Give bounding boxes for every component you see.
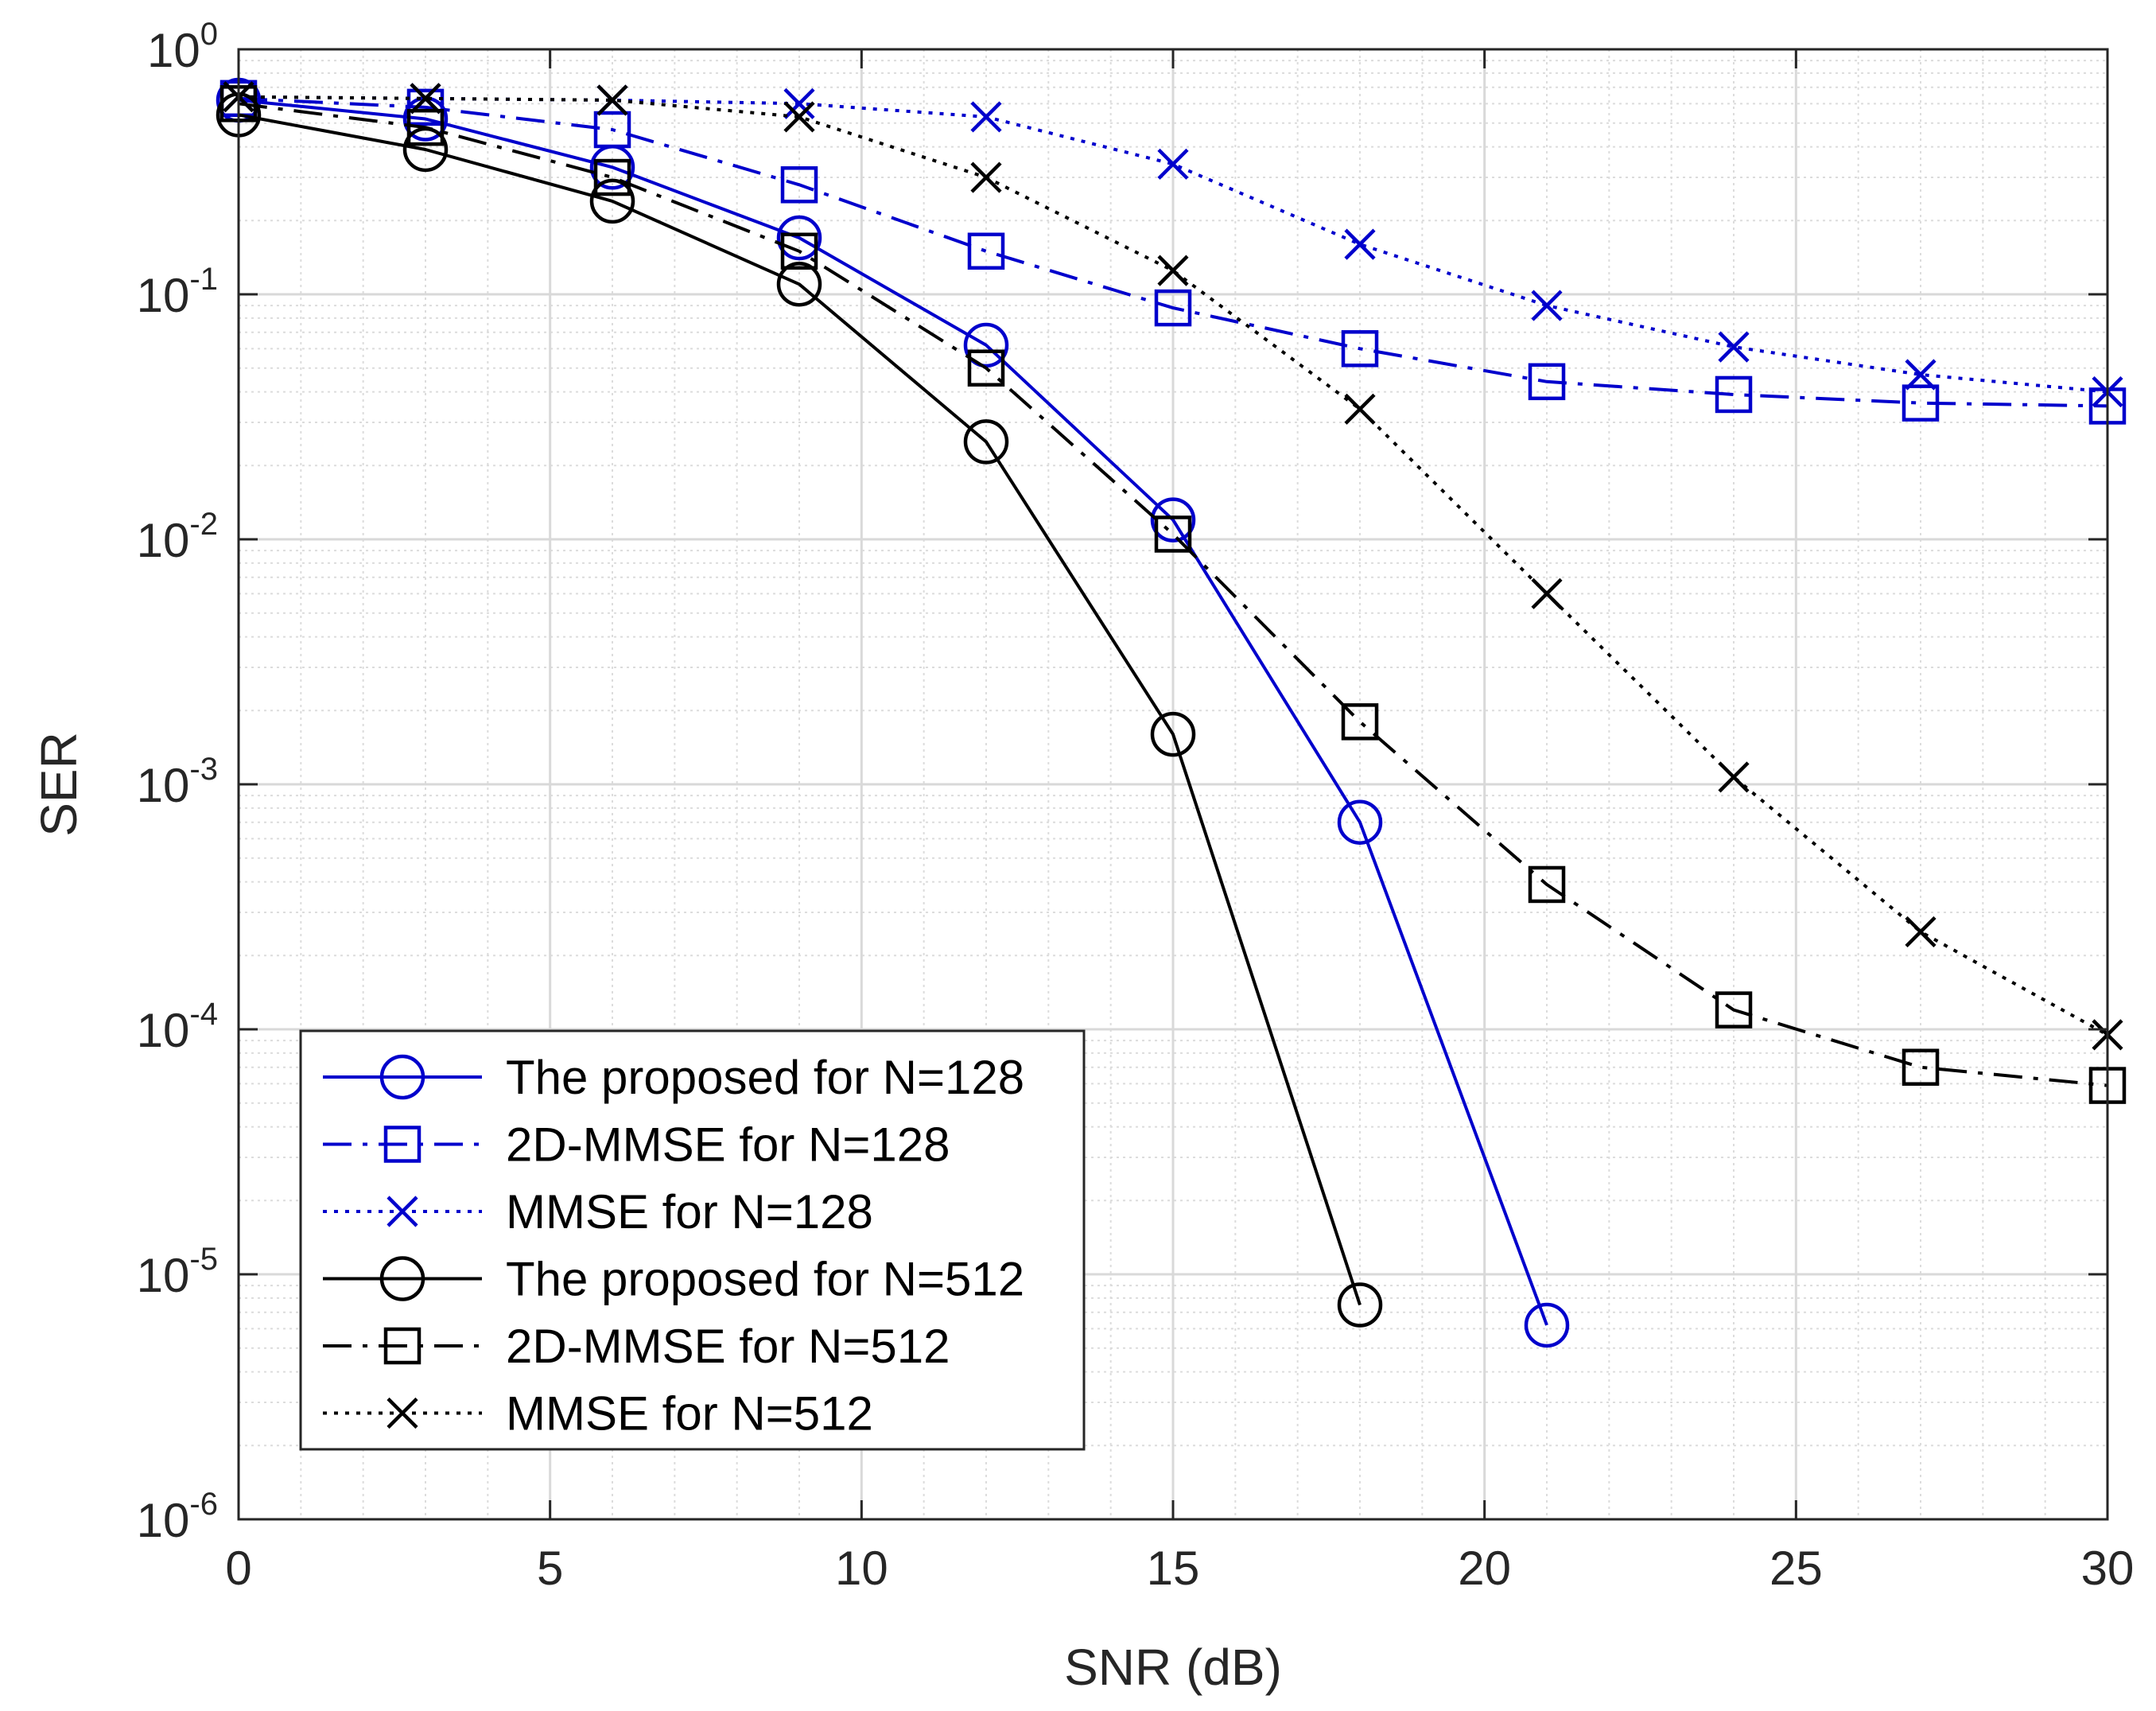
series-line	[238, 95, 2108, 1036]
legend-marker	[379, 1256, 425, 1301]
legend-item-5: 2D-MMSE for N=512	[323, 1320, 950, 1373]
legend-label: MMSE for N=128	[506, 1185, 873, 1239]
y-tick-label: 100	[147, 17, 218, 77]
legend-marker	[387, 1397, 418, 1429]
data-point	[1344, 228, 1376, 260]
data-point	[1902, 384, 1940, 422]
y-tick-label: 10-2	[137, 507, 218, 567]
data-point	[1344, 393, 1376, 425]
legend-marker	[383, 1126, 421, 1163]
data-point	[1337, 799, 1383, 845]
legend-box	[299, 1029, 1086, 1451]
data-point	[970, 101, 1002, 133]
legend-item-2: 2D-MMSE for N=128	[323, 1118, 950, 1172]
data-point	[1154, 515, 1192, 553]
series-line	[238, 95, 2108, 394]
series-6	[223, 81, 2123, 1051]
data-point	[970, 161, 1002, 193]
data-point	[1531, 290, 1563, 321]
data-point	[406, 108, 445, 146]
legend-label: MMSE for N=512	[506, 1387, 873, 1441]
data-point	[967, 349, 1005, 387]
x-tick-label: 0	[225, 1542, 251, 1595]
data-point	[1154, 289, 1192, 327]
data-point	[963, 419, 1009, 465]
x-tick-label: 5	[537, 1542, 563, 1595]
data-point	[1157, 255, 1189, 286]
data-point	[1341, 703, 1379, 741]
series-line	[238, 98, 1548, 1326]
legend-marker	[387, 1196, 418, 1227]
data-point	[1531, 577, 1563, 609]
data-point	[1150, 711, 1196, 757]
legend-label: 2D-MMSE for N=512	[506, 1320, 950, 1373]
series-line	[238, 113, 1362, 1306]
legend-label: The proposed for N=128	[506, 1051, 1024, 1104]
data-point	[593, 111, 631, 149]
series-group	[216, 77, 2127, 1348]
axes: 0 5 10 15 20 25 30 10-6 10-5 10-4 10-3 10-2 10-1 100	[137, 17, 2135, 1595]
data-point	[967, 232, 1005, 270]
x-axis-label: SNR (dB)	[1064, 1639, 1282, 1696]
data-point	[410, 83, 441, 115]
legend: The proposed for N=128 2D-MMSE for N=128 M…	[299, 1029, 1086, 1451]
data-point	[780, 232, 818, 270]
y-tick-label: 10-4	[137, 997, 218, 1057]
y-tick-label: 10-3	[137, 752, 218, 812]
data-point	[783, 101, 815, 133]
data-point	[1715, 991, 1753, 1029]
legend-item-4: The proposed for N=512	[323, 1253, 1024, 1306]
legend-marker	[379, 1054, 425, 1100]
data-point	[1902, 1048, 1940, 1086]
data-point	[780, 166, 818, 204]
y-tick-label: 10-1	[137, 262, 218, 322]
data-point	[593, 158, 631, 196]
x-tick-label: 30	[2081, 1542, 2135, 1595]
legend-label: 2D-MMSE for N=128	[506, 1118, 950, 1172]
data-point	[1150, 497, 1196, 542]
legend-marker	[383, 1327, 421, 1365]
data-point	[1524, 1302, 1570, 1348]
legend-label: The proposed for N=512	[506, 1253, 1024, 1306]
data-point	[776, 262, 822, 307]
data-point	[1528, 865, 1566, 904]
data-point	[1715, 375, 1753, 414]
data-point	[963, 322, 1009, 368]
y-tick-label: 10-5	[137, 1242, 218, 1302]
data-point	[1528, 363, 1566, 401]
data-point	[596, 84, 628, 116]
data-point	[589, 178, 635, 224]
x-tick-label: 25	[1769, 1542, 1823, 1595]
data-point	[406, 88, 445, 126]
series-line	[238, 96, 2108, 408]
data-point	[1905, 916, 1937, 948]
data-point	[1341, 330, 1379, 367]
data-point	[776, 215, 822, 261]
data-point	[1905, 359, 1937, 391]
legend-item-3: MMSE for N=128	[323, 1185, 873, 1239]
legend-item-1: The proposed for N=128	[323, 1051, 1024, 1104]
data-point	[1337, 1282, 1383, 1328]
series-line	[238, 102, 2108, 1087]
data-point	[783, 87, 815, 119]
x-tick-label: 10	[835, 1542, 888, 1595]
data-point	[1718, 331, 1750, 363]
x-tick-label: 15	[1147, 1542, 1200, 1595]
x-tick-label: 20	[1458, 1542, 1511, 1595]
series-5	[219, 85, 2127, 1104]
y-axis-label: SER	[30, 732, 87, 837]
data-point	[1157, 148, 1189, 180]
y-tick-label: 10-6	[137, 1487, 218, 1547]
legend-item-6: MMSE for N=512	[323, 1387, 873, 1441]
data-point	[1718, 761, 1750, 793]
